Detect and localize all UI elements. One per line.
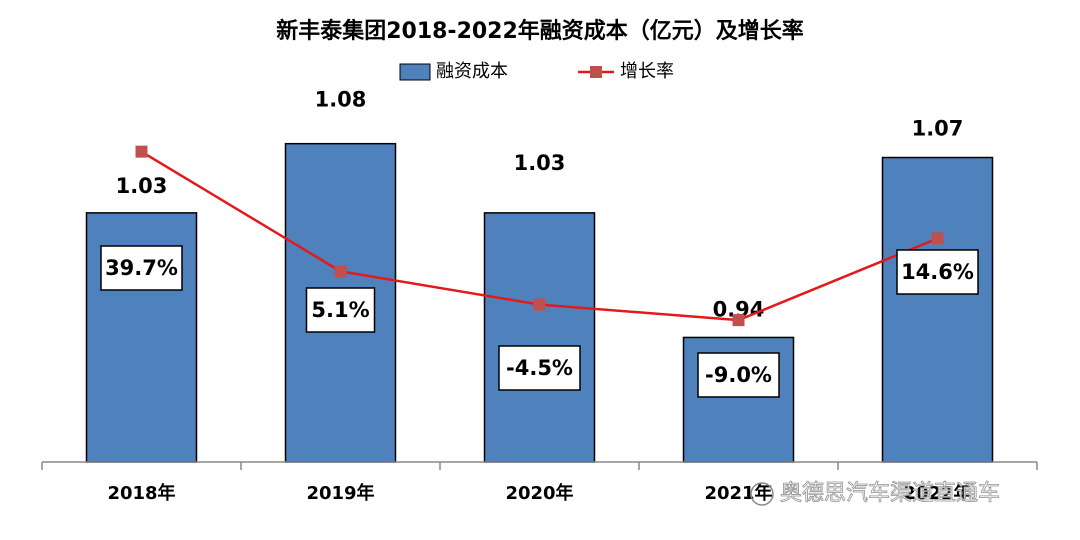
legend-swatch <box>590 66 602 78</box>
bar <box>483 212 596 463</box>
x-tick-label: 2019年 <box>306 482 374 504</box>
data-label-box <box>498 345 581 391</box>
line-value-label: 14.6% <box>901 260 974 284</box>
watermark: 奥德思汽车渠道直通车 <box>780 481 1000 506</box>
data-label-box <box>697 352 780 398</box>
data-label-box <box>100 245 183 291</box>
legend-label: 融资成本 <box>436 61 508 82</box>
marker <box>533 298 546 311</box>
data-label-box <box>305 287 376 333</box>
line-value-label: -9.0% <box>705 363 772 387</box>
watermark-icon <box>750 482 774 506</box>
data-label-box <box>896 249 979 295</box>
legend-label: 增长率 <box>620 61 674 82</box>
x-tick-label: 2020年 <box>505 482 573 504</box>
marker <box>931 232 944 245</box>
bar-value-label: 1.07 <box>912 117 964 141</box>
bar-value-label: 1.08 <box>315 88 367 112</box>
x-tick-label: 2022年 <box>903 482 971 504</box>
line-value-label: -4.5% <box>506 356 573 380</box>
x-tick-label: 2018年 <box>107 482 175 504</box>
chart-title: 新丰泰集团2018-2022年融资成本（亿元）及增长率 <box>276 18 804 44</box>
marker <box>732 314 745 327</box>
legend-swatch <box>399 63 431 81</box>
bar-value-label: 1.03 <box>116 174 168 198</box>
line-value-label: 5.1% <box>311 298 369 322</box>
line-value-label: 39.7% <box>105 256 178 280</box>
marker <box>135 145 148 158</box>
x-tick-label: 2021年 <box>704 482 772 504</box>
bar-value-label: 1.03 <box>514 151 566 175</box>
marker <box>334 265 347 278</box>
bar <box>881 156 994 463</box>
